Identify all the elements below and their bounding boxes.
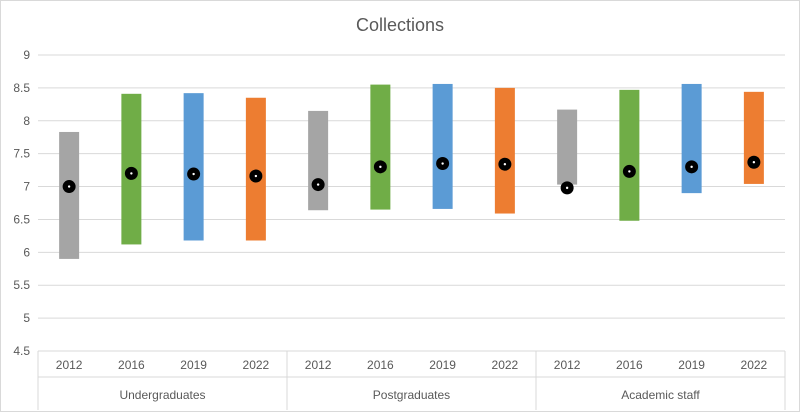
mean-marker-center <box>503 162 507 166</box>
mean-markers <box>62 155 761 195</box>
range-bar <box>557 109 578 185</box>
group-label: Undergraduates <box>119 388 205 402</box>
range-bar <box>183 93 204 241</box>
range-bar <box>370 84 391 210</box>
y-tick-label: 9 <box>23 48 30 62</box>
category-label: 2012 <box>554 358 581 372</box>
mean-marker-center <box>316 183 320 186</box>
gridlines <box>38 54 785 352</box>
y-tick-label: 5.5 <box>13 278 30 292</box>
category-label: 2019 <box>180 358 207 372</box>
y-tick-label: 7 <box>23 180 30 194</box>
x-axis: 2012 2016 2019 2022 Undergraduates 2012 2016 20… <box>37 351 786 410</box>
range-bars <box>59 83 764 259</box>
mean-marker-center <box>752 161 756 164</box>
chart-title: Collections <box>356 15 444 35</box>
category-label: 2022 <box>492 358 519 372</box>
range-bar <box>432 83 453 209</box>
range-bar <box>59 131 80 259</box>
y-tick-label: 6.5 <box>13 212 30 226</box>
mean-marker-center <box>254 174 258 178</box>
mean-marker-center <box>67 185 71 188</box>
group-label: Academic staff <box>621 388 700 402</box>
category-label: 2016 <box>367 358 394 372</box>
range-bar <box>245 97 266 241</box>
y-tick-label: 6 <box>23 245 30 259</box>
category-label: 2022 <box>243 358 270 372</box>
mean-marker-center <box>379 165 382 169</box>
category-label: 2012 <box>305 358 332 372</box>
y-tick-label: 4.5 <box>13 344 30 358</box>
range-bar <box>619 89 640 221</box>
y-tick-label: 8 <box>23 114 30 128</box>
category-label: 2012 <box>56 358 83 372</box>
mean-marker-center <box>628 170 631 173</box>
group-label: Postgraduates <box>373 388 450 402</box>
y-tick-label: 5 <box>23 311 30 325</box>
mean-marker-center <box>130 172 133 175</box>
category-label: 2016 <box>118 358 145 372</box>
category-label: 2019 <box>678 358 705 372</box>
mean-marker-center <box>690 165 693 169</box>
range-bar <box>494 87 515 214</box>
mean-marker-center <box>565 186 569 190</box>
y-tick-label: 8.5 <box>13 81 30 95</box>
y-tick-label: 7.5 <box>13 147 30 161</box>
category-label: 2016 <box>616 358 643 372</box>
mean-marker-center <box>441 162 444 165</box>
mean-marker-center <box>192 172 195 176</box>
category-label: 2022 <box>741 358 768 372</box>
y-axis-tick-labels: 4.5 5 5.5 6 6.5 7 7.5 8 8.5 9 <box>13 48 30 358</box>
category-label: 2019 <box>429 358 456 372</box>
